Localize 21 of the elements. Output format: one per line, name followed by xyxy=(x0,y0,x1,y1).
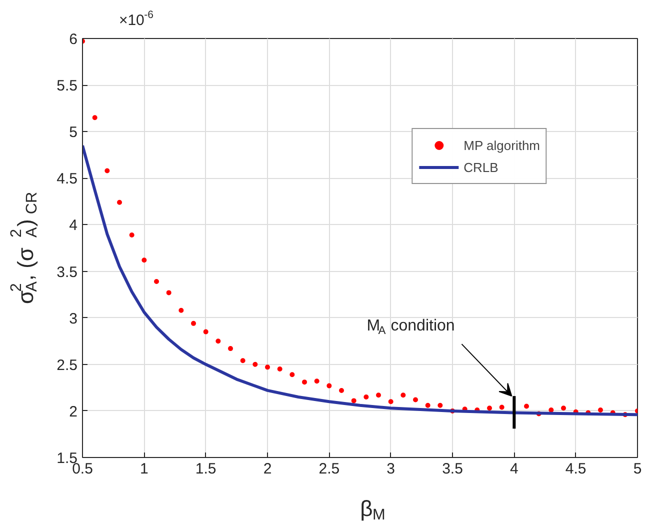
y-tick-label: 4 xyxy=(69,217,78,234)
x-tick-label: 4.5 xyxy=(565,460,586,478)
x-tick-label: 2 xyxy=(263,460,272,478)
x-tick-label: 5 xyxy=(633,460,642,478)
legend-label: CRLB xyxy=(464,160,498,174)
y-tick-label: 3.5 xyxy=(56,264,78,281)
x-tick-label: 4 xyxy=(510,460,518,478)
y-tick-label: 5 xyxy=(69,124,78,142)
x-tick-label: 1.5 xyxy=(195,460,216,478)
y-tick-label: 2 xyxy=(69,403,78,420)
y-tick-label: 2.5 xyxy=(56,356,78,374)
x-tick-label: 3.5 xyxy=(442,460,463,478)
y-tick-label: 6 xyxy=(69,31,78,48)
x-tick-label: 2.5 xyxy=(318,460,340,478)
y-tick-label: 3 xyxy=(69,310,78,328)
legend-label: MP algorithm xyxy=(464,138,540,152)
y-axis-title: σA2, (σA2)CR xyxy=(8,192,41,304)
x-tick-label: 1 xyxy=(140,460,148,478)
x-tick-label: 3 xyxy=(386,460,396,478)
y-tick-label: 4.5 xyxy=(56,170,78,188)
y-tick-label: 5.5 xyxy=(56,78,78,95)
